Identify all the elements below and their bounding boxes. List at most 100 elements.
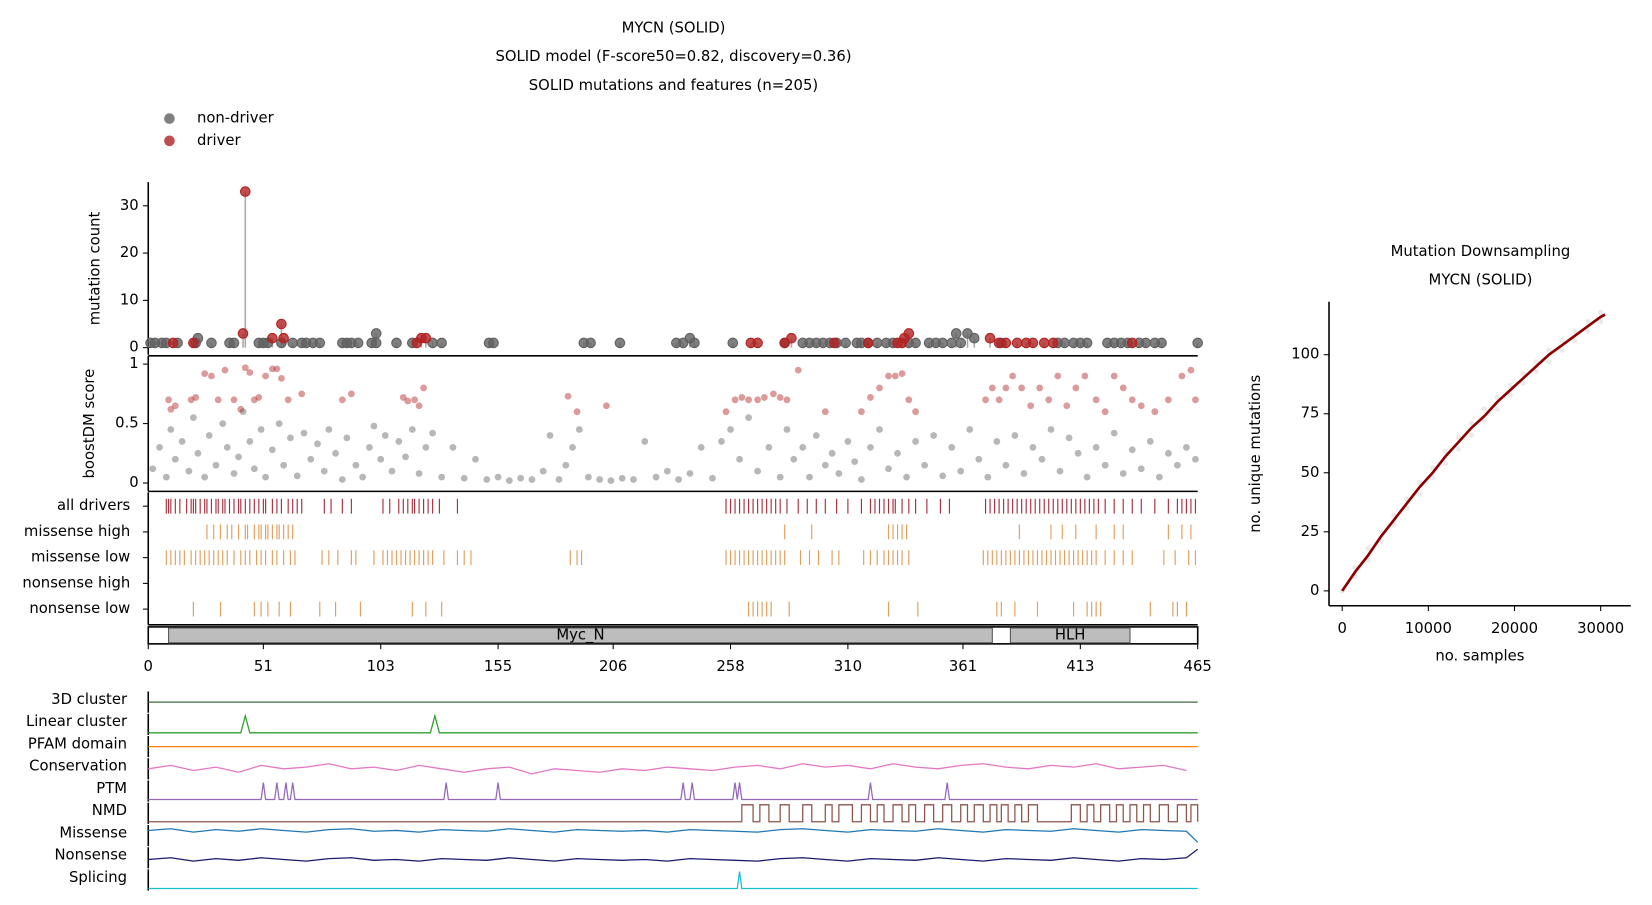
chart-subtitle: MYCN (SOLID)	[1429, 272, 1533, 289]
point	[1520, 380, 1526, 386]
lollipop-head	[391, 337, 402, 349]
x-tick-label: 361	[949, 658, 977, 675]
point	[1029, 443, 1037, 451]
lollipop-head	[1156, 337, 1167, 349]
point	[275, 420, 283, 427]
feature-label: PFAM domain	[28, 735, 127, 752]
point	[867, 394, 874, 401]
point	[905, 396, 913, 404]
lollipop-head	[188, 337, 199, 349]
feature-label: NMD	[92, 802, 127, 819]
point	[607, 477, 615, 485]
point	[208, 372, 215, 380]
point	[760, 394, 768, 401]
point	[851, 458, 859, 466]
point	[171, 455, 179, 463]
point	[517, 474, 525, 482]
point	[1045, 396, 1053, 404]
x-tick-label: 10000	[1405, 620, 1452, 637]
y-tick-label: 1	[129, 355, 138, 372]
y-tick-label: 20	[120, 244, 139, 261]
y-axis-label: no. unique mutations	[1247, 375, 1264, 533]
point	[1164, 396, 1172, 404]
point	[709, 474, 716, 482]
point	[1081, 372, 1089, 380]
x-tick-label: 310	[834, 658, 862, 675]
point	[1083, 473, 1091, 481]
point	[799, 443, 807, 451]
point	[736, 455, 743, 463]
point	[438, 473, 446, 481]
point	[939, 472, 947, 480]
point	[1038, 455, 1046, 463]
point	[1011, 432, 1019, 439]
point	[1002, 384, 1010, 392]
point	[1065, 434, 1073, 442]
point	[966, 426, 974, 433]
point	[239, 408, 247, 416]
chart-title: MYCN (SOLID)	[622, 20, 726, 37]
point	[429, 429, 437, 437]
point	[300, 429, 308, 437]
point	[268, 446, 276, 454]
y-tick-label: 50	[1301, 464, 1320, 481]
domain-label: Myc_N	[556, 626, 604, 643]
point	[858, 476, 865, 483]
point	[212, 461, 220, 469]
feature-line	[148, 713, 1198, 734]
point	[201, 473, 209, 481]
lollipop-head	[955, 337, 967, 349]
chart-subtitle: SOLID mutations and features (n=205)	[529, 77, 818, 94]
lollipop-head	[278, 332, 289, 344]
point	[402, 453, 409, 461]
feature-label: 3D cluster	[51, 691, 128, 708]
point	[765, 443, 773, 451]
track-label: nonsense high	[22, 574, 130, 591]
point	[1054, 372, 1062, 380]
point	[1151, 408, 1159, 416]
point	[1146, 438, 1154, 445]
legend-marker	[164, 113, 175, 124]
point	[1598, 318, 1604, 325]
legend-label: non-driver	[197, 110, 275, 127]
track-label: missense low	[31, 549, 130, 566]
lollipop-head	[946, 337, 957, 349]
point	[268, 365, 276, 373]
lollipop-head	[1047, 337, 1059, 349]
point	[794, 366, 802, 374]
point	[1572, 328, 1578, 334]
lollipop-head	[276, 318, 287, 330]
point	[230, 470, 238, 477]
point	[975, 455, 983, 463]
point	[1192, 396, 1199, 404]
feature-label: PTM	[96, 780, 127, 797]
point	[284, 396, 292, 404]
point	[988, 384, 996, 392]
lollipop-head	[488, 337, 499, 349]
point	[273, 365, 281, 373]
lollipop-head	[840, 337, 851, 349]
point	[885, 465, 892, 473]
lollipop-head	[1081, 337, 1093, 349]
point	[262, 473, 270, 481]
point	[149, 465, 157, 473]
point	[1468, 420, 1475, 426]
point	[652, 473, 660, 481]
lollipop-head	[968, 332, 980, 344]
point	[745, 414, 752, 422]
point	[528, 476, 536, 483]
point	[1119, 470, 1127, 477]
point	[584, 473, 592, 481]
x-tick-label: 20000	[1491, 620, 1538, 637]
point	[171, 402, 179, 410]
point	[1481, 418, 1488, 424]
point	[156, 443, 163, 451]
point	[745, 396, 752, 404]
feature-label: Missense	[59, 824, 127, 841]
y-tick-label: 0.5	[115, 415, 139, 432]
point	[930, 432, 938, 439]
point	[596, 476, 604, 483]
feature-line	[148, 828, 1199, 843]
point	[776, 394, 784, 401]
